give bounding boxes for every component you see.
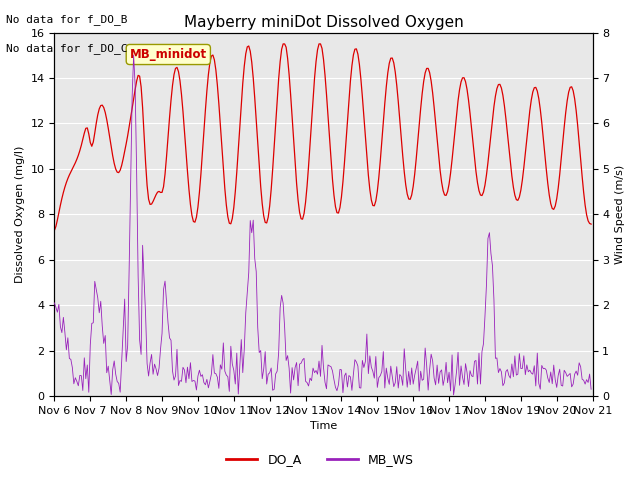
- Text: No data for f_DO_C: No data for f_DO_C: [6, 43, 128, 54]
- Title: Mayberry miniDot Dissolved Oxygen: Mayberry miniDot Dissolved Oxygen: [184, 15, 463, 30]
- X-axis label: Time: Time: [310, 421, 337, 432]
- Text: No data for f_DO_B: No data for f_DO_B: [6, 14, 128, 25]
- Y-axis label: Wind Speed (m/s): Wind Speed (m/s): [615, 165, 625, 264]
- Y-axis label: Dissolved Oxygen (mg/l): Dissolved Oxygen (mg/l): [15, 145, 25, 283]
- Text: MB_minidot: MB_minidot: [130, 48, 207, 61]
- Legend: DO_A, MB_WS: DO_A, MB_WS: [221, 448, 419, 471]
